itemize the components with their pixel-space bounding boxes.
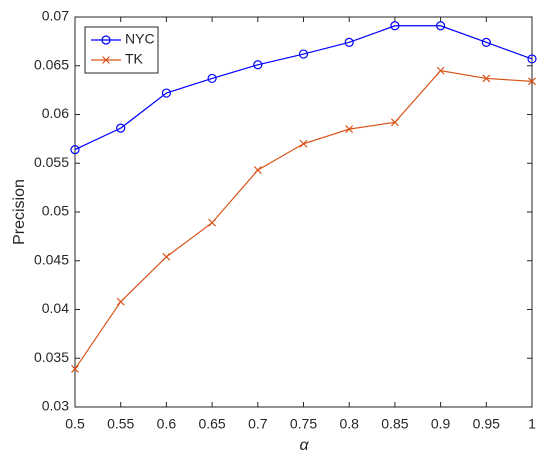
y-tick-label: 0.045 bbox=[34, 251, 69, 267]
y-tick-label: 0.065 bbox=[34, 56, 69, 72]
marker bbox=[482, 74, 491, 83]
series-line bbox=[74, 25, 533, 151]
marker bbox=[390, 118, 399, 127]
legend-label: NYC bbox=[125, 31, 155, 47]
x-tick-label: 0.95 bbox=[473, 416, 500, 432]
marker bbox=[71, 365, 79, 373]
legend-box bbox=[84, 26, 159, 74]
x-axis-label: α bbox=[299, 437, 309, 454]
marker bbox=[436, 66, 445, 75]
marker bbox=[390, 21, 400, 31]
legend-marker bbox=[102, 56, 110, 64]
y-tick-label: 0.055 bbox=[34, 154, 69, 170]
x-tick-label: 0.8 bbox=[339, 416, 359, 432]
x-tick-label: 0.5 bbox=[65, 416, 85, 432]
marker bbox=[528, 77, 536, 86]
y-tick-label: 0.035 bbox=[34, 349, 69, 365]
marker bbox=[253, 166, 262, 174]
marker bbox=[208, 218, 217, 227]
x-tick-label: 0.65 bbox=[198, 416, 225, 432]
x-tick-label: 0.9 bbox=[431, 416, 451, 432]
y-tick-label: 0.05 bbox=[42, 203, 69, 219]
legend-marker bbox=[101, 35, 111, 45]
marker bbox=[70, 145, 80, 155]
marker bbox=[253, 60, 263, 70]
y-tick-label: 0.06 bbox=[42, 105, 69, 121]
marker bbox=[116, 123, 126, 133]
marker bbox=[344, 37, 354, 47]
x-tick-label: 0.6 bbox=[157, 416, 177, 432]
marker bbox=[527, 54, 537, 64]
y-axis-label: Precision bbox=[11, 179, 28, 245]
marker bbox=[299, 139, 308, 148]
marker bbox=[161, 88, 171, 98]
marker bbox=[481, 37, 491, 47]
x-tick-label: 1 bbox=[528, 416, 536, 432]
x-tick-label: 0.75 bbox=[290, 416, 317, 432]
marker bbox=[116, 297, 125, 306]
legend-label: TK bbox=[125, 51, 144, 67]
marker bbox=[207, 73, 217, 84]
marker bbox=[345, 125, 354, 134]
marker bbox=[436, 21, 446, 31]
plot-frame bbox=[74, 16, 533, 408]
y-tick-label: 0.04 bbox=[42, 300, 69, 316]
x-tick-label: 0.55 bbox=[107, 416, 134, 432]
y-tick-label: 0.03 bbox=[42, 398, 69, 414]
y-tick-label: 0.07 bbox=[42, 8, 69, 24]
x-tick-label: 0.7 bbox=[248, 416, 268, 432]
series-line bbox=[74, 69, 533, 370]
marker bbox=[298, 49, 309, 59]
marker bbox=[162, 252, 171, 261]
x-tick-label: 0.85 bbox=[381, 416, 408, 432]
